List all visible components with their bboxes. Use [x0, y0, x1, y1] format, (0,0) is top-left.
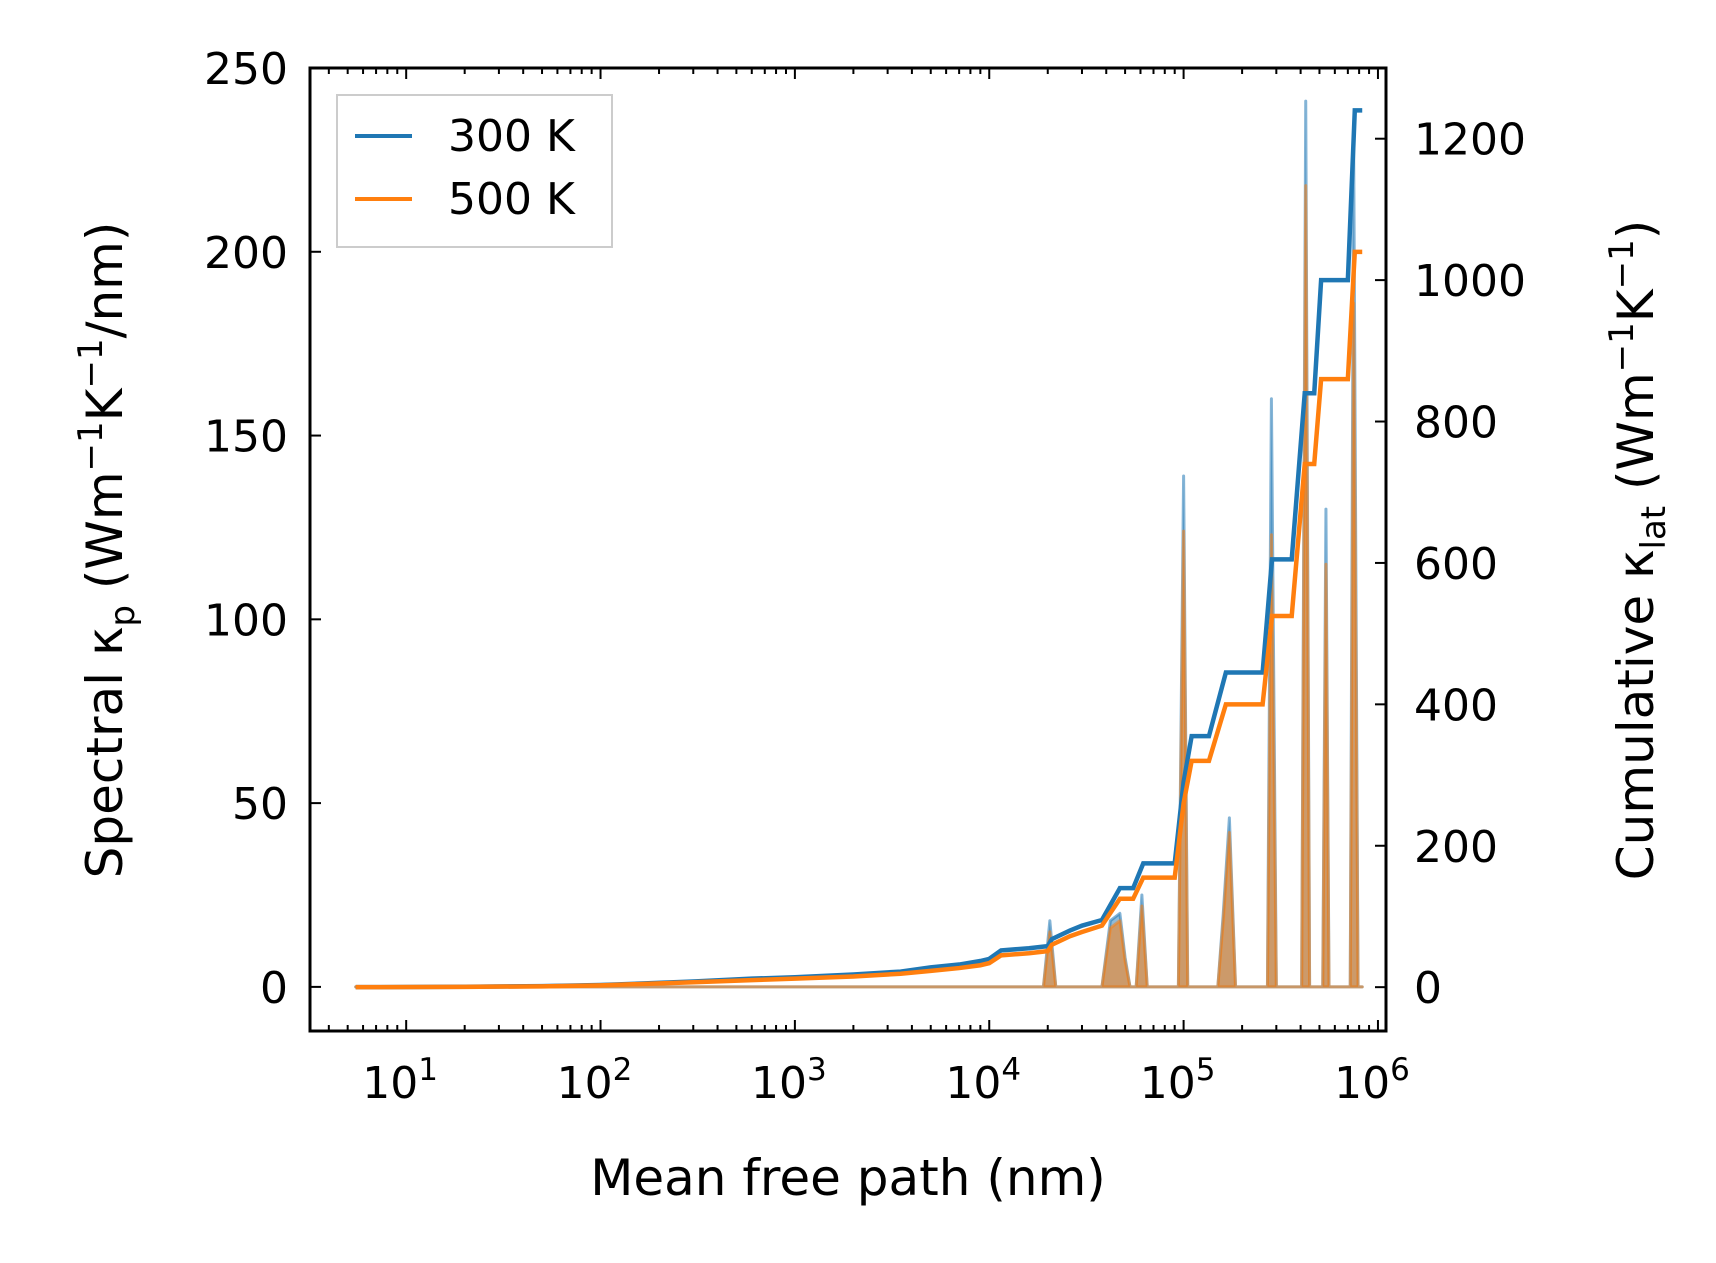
y-left-tick-label: 150	[204, 412, 288, 463]
x-axis: 101 102 103 104 105 106	[327, 68, 1410, 1109]
y-left-tick-label: 200	[204, 228, 288, 279]
y-axis-left: 0 50 100 150 200 250	[204, 44, 321, 1014]
cumulative-line-500k	[355, 249, 1363, 990]
y-axis-left-label: Spectral κp (Wm−1K−1/nm)	[71, 222, 143, 879]
y-right-tick-label: 1200	[1414, 115, 1526, 166]
y-right-tick-label: 400	[1414, 680, 1498, 731]
legend: 300 K 500 K	[336, 94, 613, 248]
x-tick-label: 104	[945, 1052, 1021, 1109]
x-axis-label: Mean free path (nm)	[590, 1149, 1106, 1207]
x-tick-label: 103	[751, 1052, 827, 1109]
y-right-tick-label: 600	[1414, 539, 1498, 590]
legend-label-500k: 500 K	[448, 174, 576, 225]
y-axis-right: 0 200 400 600 800 1000 1200	[1375, 115, 1526, 1014]
cumulative-layer	[355, 108, 1363, 990]
legend-label-300k: 300 K	[448, 111, 576, 162]
x-tick-label: 106	[1334, 1052, 1410, 1109]
y-right-tick-label: 800	[1414, 398, 1498, 449]
y-left-tick-label: 50	[232, 779, 288, 830]
plot-frame	[308, 66, 1388, 1033]
y-left-tick-label: 100	[204, 595, 288, 646]
y-right-tick-label: 0	[1414, 963, 1442, 1014]
legend-frame	[336, 94, 613, 248]
y-right-tick-label: 200	[1414, 822, 1498, 873]
y-right-tick-label: 1000	[1414, 256, 1526, 307]
x-tick-label: 102	[557, 1052, 633, 1109]
x-tick-label: 105	[1140, 1052, 1216, 1109]
y-left-tick-label: 0	[260, 963, 288, 1014]
y-axis-right-label: Cumulative κlat (Wm−1K−1)	[1602, 220, 1674, 880]
x-tick-label: 101	[362, 1052, 438, 1109]
y-left-tick-label: 250	[204, 44, 288, 95]
